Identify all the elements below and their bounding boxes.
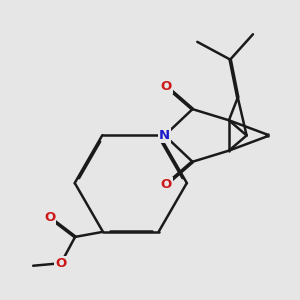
Text: O: O [160,178,172,191]
Text: O: O [160,80,172,93]
Text: O: O [55,257,67,270]
Text: N: N [159,129,170,142]
Text: O: O [44,211,56,224]
